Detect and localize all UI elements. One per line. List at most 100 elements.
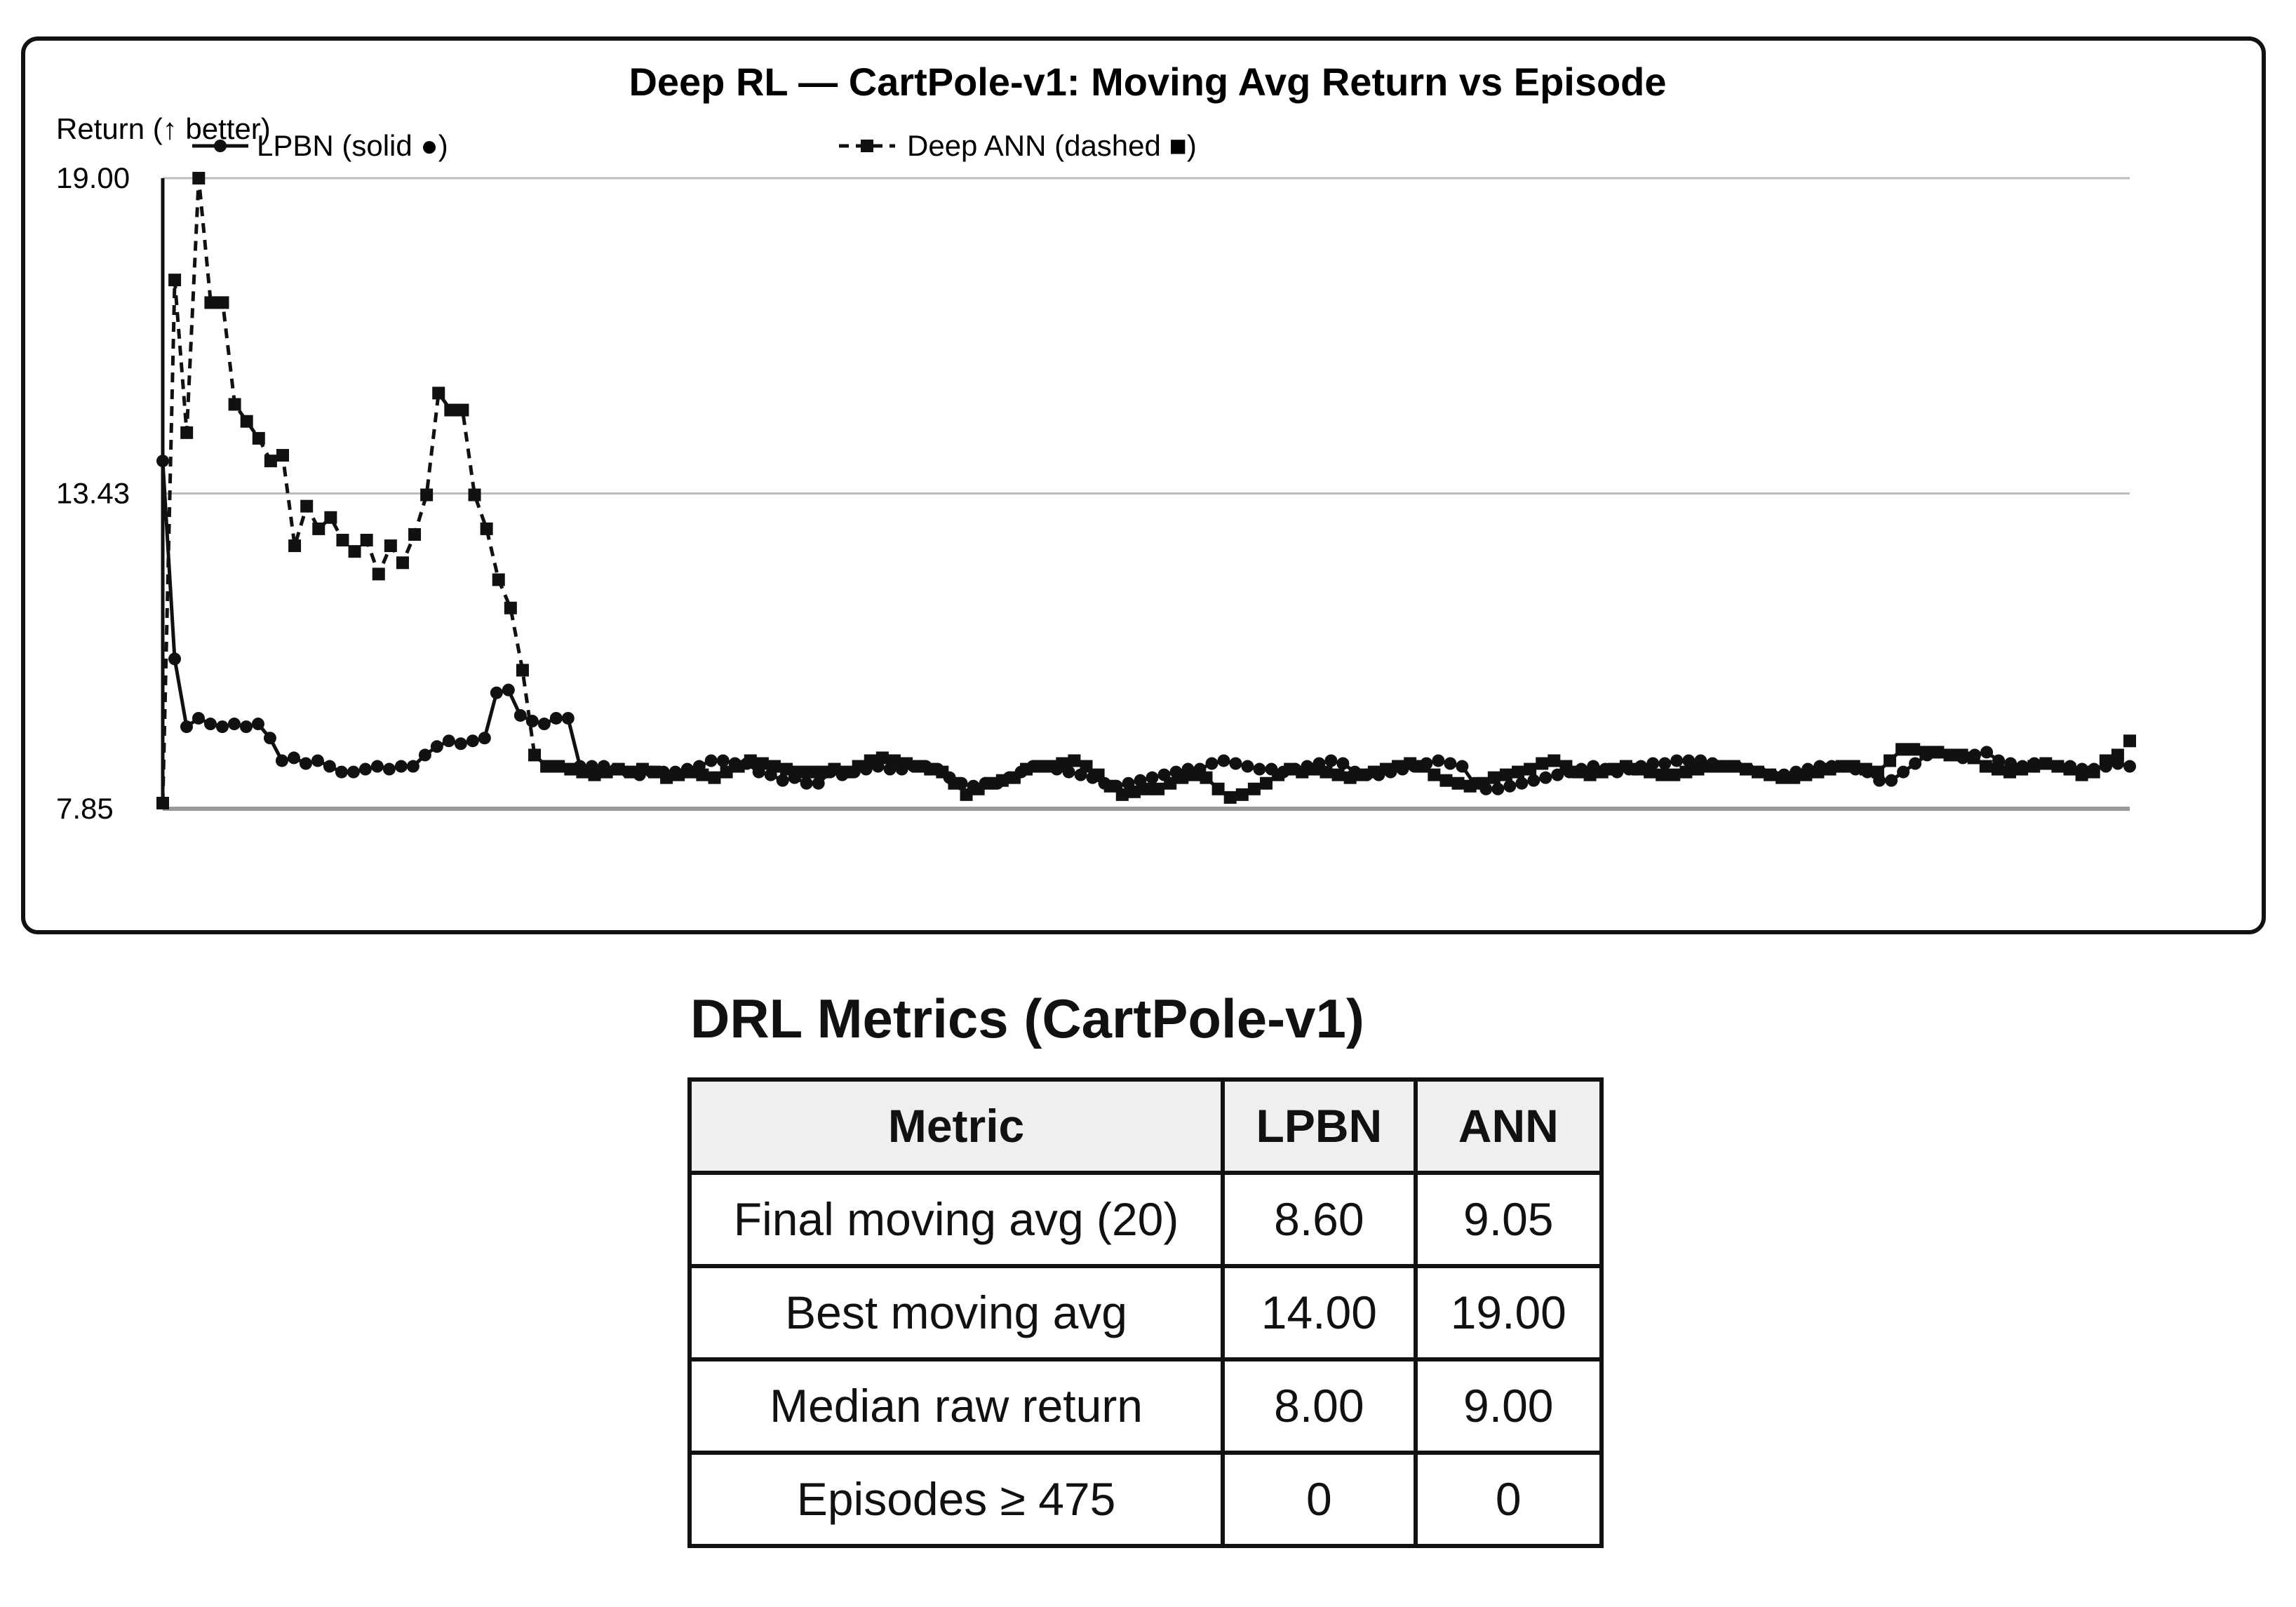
ann-point <box>1127 785 1141 798</box>
ann-point <box>636 762 649 776</box>
series-line-ann <box>161 176 2131 803</box>
lpbn-point <box>1229 757 1242 770</box>
ann-point <box>1931 746 1945 759</box>
ann-point <box>936 765 949 779</box>
legend-marker-lpbn <box>214 140 227 152</box>
ann-point <box>516 664 529 677</box>
ann-point <box>1115 788 1129 801</box>
ann-value: 9.00 <box>1413 1357 1604 1455</box>
ann-point <box>1235 788 1249 801</box>
header-metric: Metric <box>687 1077 1226 1175</box>
ann-point <box>1092 768 1105 781</box>
ann-point <box>288 539 302 553</box>
ann-point <box>576 765 589 779</box>
ann-point <box>1811 765 1825 779</box>
ann-point <box>252 431 265 445</box>
ann-point <box>1367 765 1381 779</box>
lpbn-point <box>513 708 527 722</box>
ann-point <box>972 782 985 795</box>
ann-point <box>744 754 757 767</box>
lpbn-point <box>382 762 396 776</box>
lpbn-point <box>335 765 348 779</box>
ann-point <box>1871 765 1884 779</box>
ann-point <box>1907 743 1921 756</box>
ann-point <box>1679 765 1693 779</box>
lpbn-point <box>1456 760 1469 773</box>
lpbn-point <box>812 776 825 790</box>
ann-point <box>1895 743 1909 756</box>
lpbn-point <box>1527 774 1540 787</box>
ann-point <box>660 771 673 784</box>
lpbn-point <box>311 754 324 767</box>
lpbn-point <box>716 754 730 767</box>
ann-point <box>1259 776 1273 790</box>
ann-point <box>1583 768 1597 781</box>
lpbn-point <box>323 760 336 773</box>
y-tick-label: 7.85 <box>56 792 114 825</box>
lpbn-point <box>1336 757 1350 770</box>
ann-point <box>720 765 733 779</box>
lpbn-point <box>1885 774 1898 787</box>
lpbn-point <box>549 711 563 725</box>
ann-point <box>1823 762 1837 776</box>
ann-point <box>1152 782 1165 795</box>
lpbn-point <box>1539 771 1552 784</box>
ann-point <box>588 768 601 781</box>
lpbn-value: 8.60 <box>1221 1170 1418 1268</box>
ann-point <box>1991 762 2004 776</box>
lpbn-point <box>1241 760 1254 773</box>
lpbn-point <box>800 776 813 790</box>
ann-point <box>2075 768 2088 781</box>
ann-point <box>1967 751 1980 765</box>
ann-point <box>1644 765 1657 779</box>
ann-point <box>1007 771 1021 784</box>
lpbn-point <box>370 760 384 773</box>
legend-marker-ann <box>861 140 873 152</box>
ann-point <box>396 556 409 570</box>
ann-point <box>264 455 277 468</box>
chart-card: Deep RL — CartPole-v1: Moving Avg Return… <box>21 36 2266 934</box>
lpbn-point <box>442 734 455 748</box>
ann-point <box>2123 734 2136 748</box>
ann-point <box>1787 771 1801 784</box>
ann-point <box>875 751 889 765</box>
lpbn-point <box>478 732 491 745</box>
ann-point <box>540 760 553 773</box>
ann-point <box>828 762 841 776</box>
ann-point <box>1284 762 1297 776</box>
ann-point <box>624 765 637 779</box>
lpbn-point <box>430 740 443 753</box>
ann-point <box>1176 771 1189 784</box>
ann-value: 0 <box>1413 1450 1604 1548</box>
ann-point <box>408 527 422 541</box>
ann-point <box>1428 768 1441 781</box>
ann-point <box>1308 762 1321 776</box>
ann-point <box>1068 754 1081 767</box>
ann-point <box>1296 765 1309 779</box>
ann-point <box>468 488 481 502</box>
ann-point <box>2039 757 2053 770</box>
chart-svg: Deep RL — CartPole-v1: Moving Avg Return… <box>56 60 2136 825</box>
lpbn-value: 8.00 <box>1221 1357 1418 1455</box>
series-group <box>156 172 2136 809</box>
lpbn-point <box>394 760 408 773</box>
ann-point <box>2015 762 2029 776</box>
ann-point <box>732 760 745 773</box>
ann-point <box>1727 760 1740 773</box>
ann-point <box>696 768 709 781</box>
lpbn-point <box>251 718 264 731</box>
lpbn-point <box>287 751 300 765</box>
ann-point <box>816 765 829 779</box>
ann-point <box>384 539 397 553</box>
ann-point <box>420 488 434 502</box>
metric-name: Median raw return <box>687 1357 1226 1455</box>
lpbn-point <box>168 652 181 666</box>
ann-point <box>1247 782 1261 795</box>
header-lpbn: LPBN <box>1221 1077 1418 1175</box>
ann-point <box>1020 762 1033 776</box>
lpbn-value: 14.00 <box>1221 1263 1418 1361</box>
ann-point <box>1223 791 1237 804</box>
ann-point <box>1691 762 1705 776</box>
ann-point <box>1764 768 1777 781</box>
ann-point <box>1416 760 1429 773</box>
